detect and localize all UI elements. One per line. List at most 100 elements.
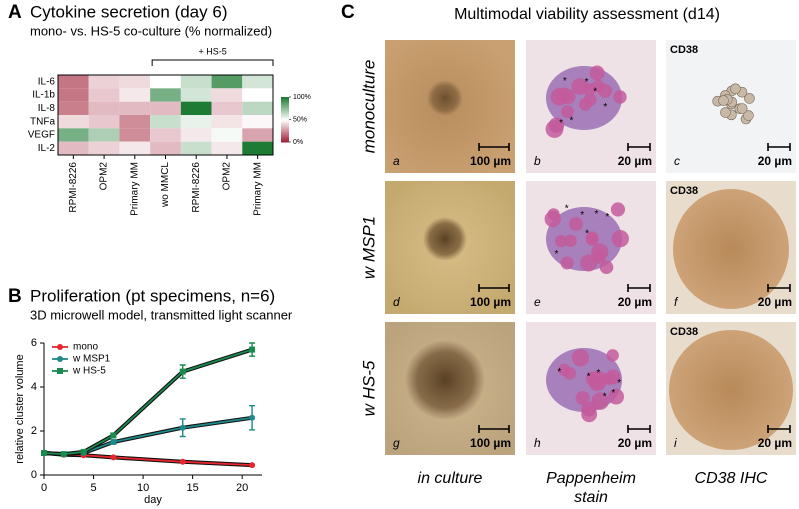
row-label: w MSP1 [359, 216, 378, 279]
cell [736, 103, 748, 114]
nucleus [560, 105, 574, 119]
scale-label: 20 µm [618, 154, 652, 168]
micrograph [666, 181, 796, 314]
legend-marker [57, 356, 63, 362]
heatmap-cell [119, 115, 151, 129]
cell [744, 93, 755, 104]
colorbar-step [281, 122, 289, 125]
heatmap-cell [119, 128, 151, 142]
group-bracket [151, 59, 274, 66]
cell [720, 107, 731, 118]
y-tick-label: 2 [31, 425, 37, 437]
heatmap-cell [58, 101, 89, 115]
tile-letter: e [534, 295, 541, 309]
stain-marker: CD38 [670, 44, 698, 56]
legend-label: w HS-5 [72, 366, 106, 377]
data-point [60, 451, 67, 458]
nucleus [547, 208, 560, 221]
nucleus [589, 370, 608, 389]
marker-star: * [587, 371, 591, 382]
colorbar-step [281, 110, 289, 113]
nucleus [610, 202, 626, 217]
colorbar-step [281, 113, 289, 116]
heatmap-cell [242, 141, 273, 155]
cell [730, 83, 741, 95]
heatmap-cell [88, 101, 120, 115]
tile-letter: a [393, 154, 400, 168]
nucleus [581, 406, 598, 423]
nucleus [589, 65, 605, 81]
row-label: IL-2 [38, 143, 56, 154]
marker-star: * [603, 102, 607, 113]
tile-letter: g [393, 436, 400, 450]
scale-label: 20 µm [758, 154, 792, 168]
data-point [110, 439, 117, 445]
series-line [43, 348, 253, 456]
row-label: w HS-5 [359, 360, 378, 416]
panel-title: Proliferation (pt specimens, n=6) [30, 286, 275, 305]
stained-tissue [673, 189, 789, 309]
nucleus [545, 120, 564, 138]
heatmap-cell [211, 75, 243, 89]
nucleus [571, 349, 590, 367]
micrograph [385, 181, 515, 314]
colorbar-step [281, 128, 289, 131]
data-point [249, 462, 256, 469]
heatmap-cell [242, 128, 273, 142]
nucleus [556, 87, 572, 103]
column-label: OPM2 [99, 162, 110, 191]
colorbar-step [281, 133, 289, 135]
data-point [179, 458, 186, 465]
marker-star: * [605, 212, 609, 223]
x-axis-label: day [144, 494, 162, 506]
marker-star: * [570, 116, 574, 127]
colorbar-step [281, 121, 289, 123]
colorbar-step [281, 134, 289, 137]
colorbar-label: 0% [293, 139, 303, 146]
tile-letter: f [674, 295, 679, 309]
tile-letter: b [534, 154, 541, 168]
heatmap-cell [88, 88, 120, 102]
stained-tissue [669, 330, 793, 450]
heatmap-cell [88, 128, 120, 142]
nucleus [608, 388, 625, 405]
heatmap-cell [180, 101, 212, 115]
panel-subtitle: mono- vs. HS-5 co-culture (% normalized) [30, 23, 272, 38]
colorbar-step [281, 107, 289, 110]
cell-cluster [427, 80, 463, 116]
marker-star: * [593, 87, 597, 98]
column-label: stain [574, 489, 608, 506]
marker-star: * [596, 368, 600, 379]
marker-star: * [585, 229, 589, 240]
heatmap-cell [119, 88, 151, 102]
colorbar-step [281, 106, 289, 108]
heatmap-cell [180, 88, 212, 102]
nucleus [575, 391, 590, 406]
row-label: VEGF [28, 130, 55, 141]
marker-star: * [563, 76, 567, 87]
colorbar-step [281, 125, 289, 128]
scale-label: 20 µm [618, 436, 652, 450]
legend-marker [57, 344, 63, 350]
stain-marker: CD38 [670, 326, 698, 338]
scale-label: 20 µm [758, 436, 792, 450]
heatmap-cell [180, 115, 212, 129]
heatmap-cell [211, 101, 243, 115]
heatmap-cell [180, 141, 212, 155]
micrograph [385, 322, 515, 455]
data-point [179, 424, 186, 431]
scale-label: 100 µm [470, 154, 511, 168]
scale-label: 100 µm [470, 436, 511, 450]
data-point [249, 346, 256, 353]
heatmap-cell [180, 128, 212, 142]
row-label: IL-6 [38, 76, 56, 87]
scale-bar [767, 425, 791, 433]
scale-label: 20 µm [758, 295, 792, 309]
colorbar-step [281, 98, 289, 101]
scale-label: 20 µm [618, 295, 652, 309]
scale-bar [478, 143, 510, 151]
nucleus [557, 363, 571, 376]
cell-cluster [405, 340, 485, 420]
heatmap-cell [88, 75, 120, 89]
colorbar-step [281, 124, 289, 126]
